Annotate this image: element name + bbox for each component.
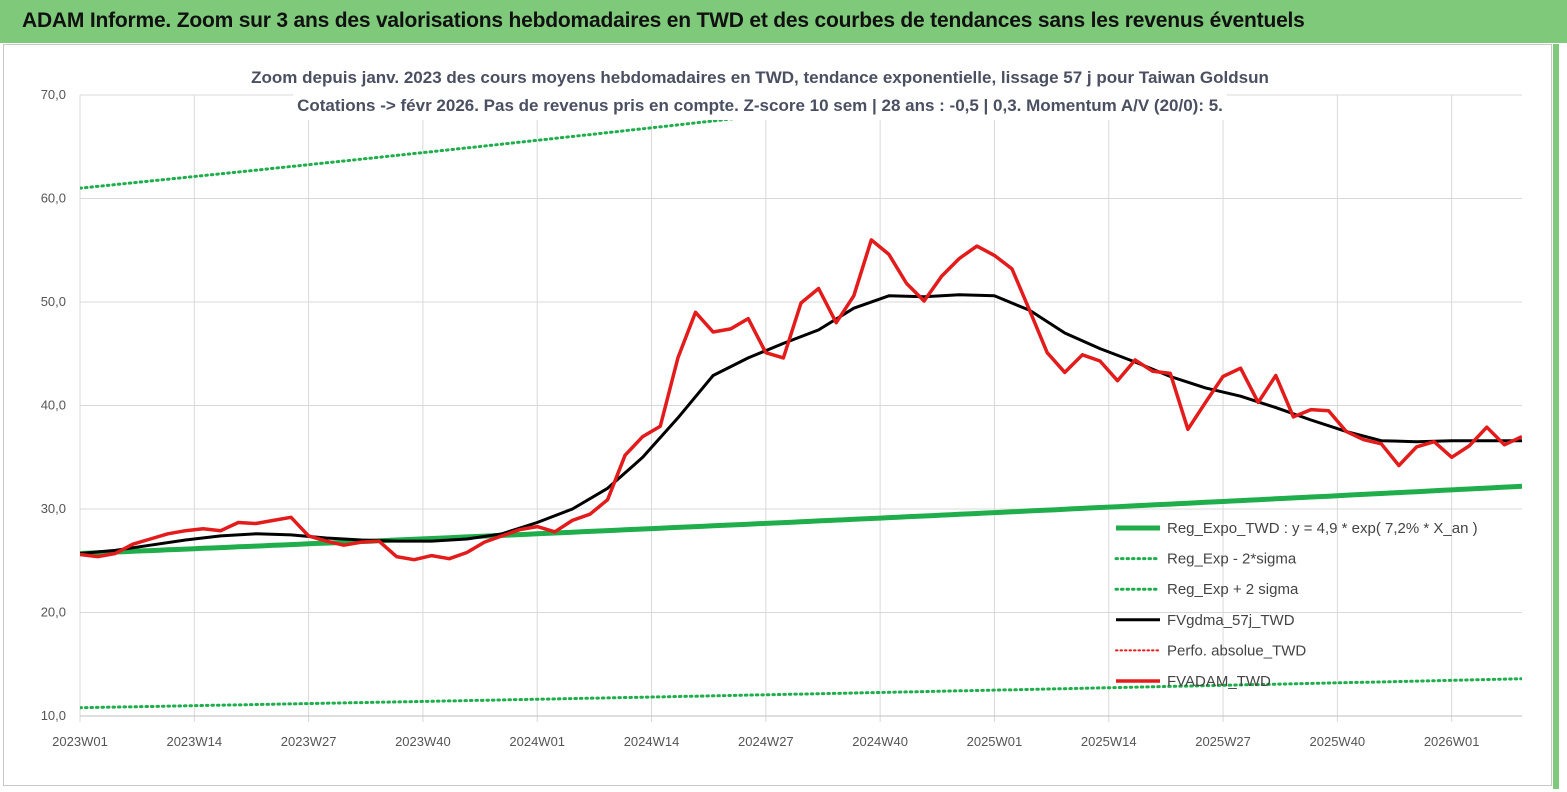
x-tick-label: 2024W01 <box>509 734 565 749</box>
legend-label: Reg_Exp + 2 sigma <box>1167 581 1299 598</box>
chart-grid <box>79 94 1522 722</box>
x-tick-label: 2026W01 <box>1424 734 1480 749</box>
series-line-fvgdma-57j-twd <box>80 293 1522 555</box>
chart-frame <box>3 44 1552 786</box>
chart-legend: Reg_Expo_TWD : y = 4,9 * exp( 7,2% * X_a… <box>1114 520 1478 690</box>
x-axis-ticks: 2023W01 2023W14 2023W27 2023W40 2024W01 2024W… <box>52 734 1479 749</box>
series-layer <box>80 95 1522 710</box>
y-tick-label: 70,0 <box>41 87 66 102</box>
y-tick-label: 40,0 <box>41 398 66 413</box>
series-line-fvadam-twd <box>80 238 1522 562</box>
x-tick-label: 2023W14 <box>166 734 222 749</box>
x-tick-label: 2024W40 <box>852 734 908 749</box>
x-tick-label: 2023W40 <box>395 734 451 749</box>
y-tick-label: 10,0 <box>41 708 66 723</box>
series-line-reg-expo-twd-y-4-9-exp-7-2-x-an <box>80 483 1522 556</box>
y-tick-label: 60,0 <box>41 191 66 206</box>
title-banner: ADAM Informe. Zoom sur 3 ans des valoris… <box>0 0 1567 43</box>
x-tick-label: 2025W14 <box>1081 734 1137 749</box>
y-tick-label: 50,0 <box>41 294 66 309</box>
series-line-reg-exp-2-sigma <box>80 677 1522 710</box>
y-tick-label: 30,0 <box>41 501 66 516</box>
y-axis-ticks: 10,0 20,0 30,0 40,0 50,0 60,0 70,0 <box>41 87 66 723</box>
page-title: ADAM Informe. Zoom sur 3 ans des valoris… <box>22 9 1305 32</box>
chart-title: Zoom depuis janv. 2023 des cours moyens … <box>247 64 1273 92</box>
x-tick-label: 2024W14 <box>624 734 680 749</box>
x-tick-label: 2025W40 <box>1310 734 1366 749</box>
x-tick-label: 2024W27 <box>738 734 794 749</box>
legend-label: FVgdma_57j_TWD <box>1167 612 1295 629</box>
x-tick-label: 2023W01 <box>52 734 108 749</box>
y-tick-label: 20,0 <box>41 605 66 620</box>
chart-subtitle: Cotations -> févr 2026. Pas de revenus p… <box>293 92 1227 120</box>
legend-label: Reg_Expo_TWD : y = 4,9 * exp( 7,2% * X_a… <box>1167 520 1478 537</box>
legend-label: FVADAM_TWD <box>1167 673 1271 690</box>
chart-title-block: Zoom depuis janv. 2023 des cours moyens … <box>180 64 1340 120</box>
x-tick-label: 2023W27 <box>281 734 337 749</box>
legend-label: Reg_Exp - 2*sigma <box>1167 551 1297 568</box>
x-tick-label: 2025W27 <box>1195 734 1251 749</box>
side-accent-bar <box>1553 44 1559 789</box>
legend-label: Perfo. absolue_TWD <box>1167 642 1306 659</box>
x-tick-label: 2025W01 <box>967 734 1023 749</box>
